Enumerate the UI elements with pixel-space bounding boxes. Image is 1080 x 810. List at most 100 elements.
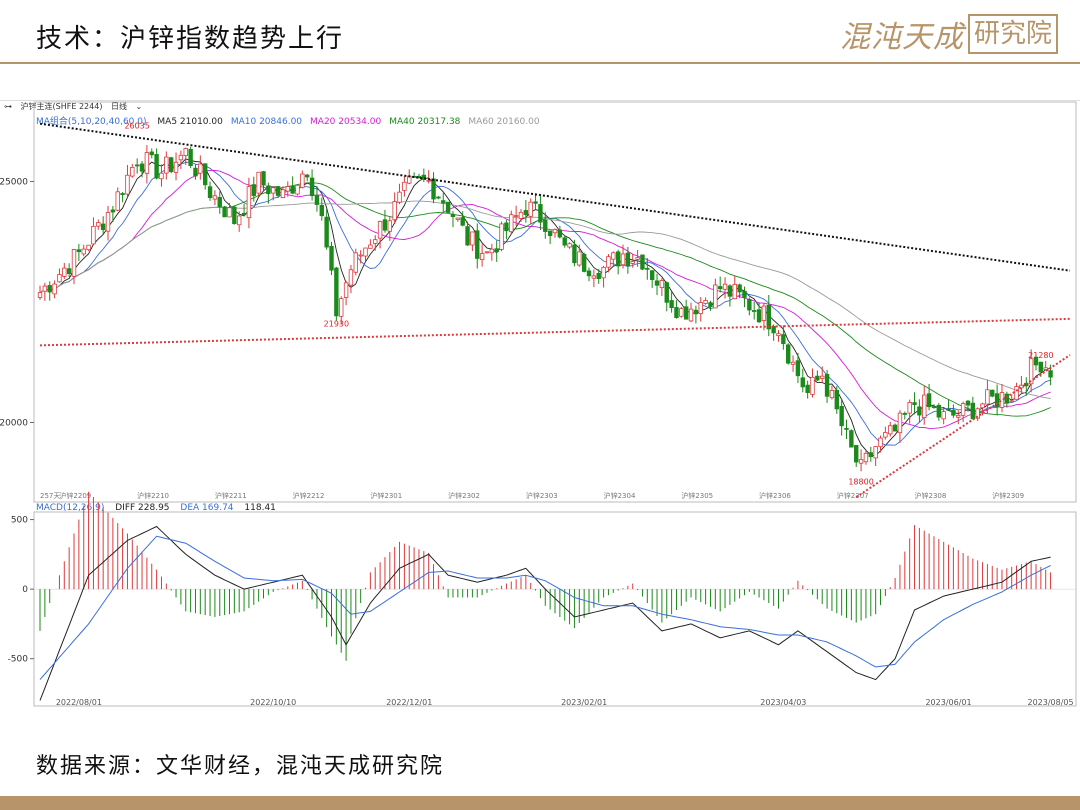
candle-down <box>849 430 854 448</box>
candle-down <box>431 178 436 200</box>
candle-up <box>236 215 242 226</box>
candle-up <box>776 333 781 337</box>
candle-down <box>640 254 645 270</box>
candle-up <box>387 220 393 232</box>
period-selector[interactable]: 日线 <box>111 102 127 111</box>
candle-down <box>547 230 553 237</box>
candle-up <box>577 251 582 266</box>
candle-up <box>96 222 101 227</box>
candle-up <box>635 257 640 260</box>
candle-down <box>1033 356 1039 366</box>
candle-down <box>795 360 801 377</box>
candle-up <box>606 256 611 268</box>
macd-legend-label[interactable]: MACD(12,26,9) <box>36 503 105 513</box>
candle-up <box>528 201 533 217</box>
candle-down <box>912 402 917 406</box>
candle-down <box>100 223 106 230</box>
candle-down <box>305 174 310 178</box>
candle-up <box>397 191 402 203</box>
candle-down <box>309 177 315 197</box>
candle-up <box>280 189 286 199</box>
candle-up <box>246 186 252 219</box>
contract-label: 沪锌2210 <box>137 491 169 500</box>
candle-up <box>144 152 150 174</box>
candle-up <box>392 201 397 221</box>
link-icon[interactable]: ⊶ <box>4 102 12 111</box>
candle-down <box>815 375 820 381</box>
price-annotation: 26035 <box>124 122 149 131</box>
candle-down <box>266 185 271 195</box>
candle-up <box>1014 386 1019 400</box>
ma-legend-item: MA40 20317.38 <box>389 117 461 127</box>
candle-up <box>829 389 835 399</box>
candle-up <box>86 244 91 251</box>
zinc-chart[interactable]: 25000 20000 500 0 -500 2022/08/01 2022/10/10 20… <box>0 100 1080 708</box>
candle-down <box>251 184 256 196</box>
chart-grid: 25000 20000 500 0 -500 2022/08/01 2022/10/10 20… <box>0 101 1077 707</box>
candle-down <box>834 390 839 410</box>
date-label: 2023/06/01 <box>925 698 971 707</box>
candle-down <box>139 163 145 172</box>
candle-up <box>975 408 980 419</box>
candle-up <box>484 251 490 254</box>
candle-up <box>620 253 626 266</box>
candle-up <box>353 252 359 273</box>
macd-diff-line <box>39 525 1051 701</box>
price-tick-label: 25000 <box>0 178 28 188</box>
candle-down <box>615 251 621 267</box>
footer-bar <box>0 796 1080 810</box>
candle-up <box>567 243 572 248</box>
candle-down <box>66 268 72 275</box>
contract-label: 沪锌2301 <box>370 491 402 500</box>
candle-down <box>683 306 689 320</box>
candle-up <box>499 223 504 250</box>
trendline <box>855 354 1071 499</box>
date-label: 2022/08/01 <box>56 698 102 707</box>
instrument-selector[interactable]: 沪锌主连(SHFE 2244) <box>20 102 103 111</box>
ma-line-5 <box>39 158 1051 457</box>
candle-up <box>810 376 815 395</box>
candle-up <box>1043 367 1048 370</box>
candle-down <box>824 373 830 397</box>
candle-up <box>173 161 179 173</box>
candle-up <box>878 437 883 448</box>
price-annotation: 21930 <box>324 319 349 328</box>
contract-label: 沪锌2303 <box>526 491 558 500</box>
candle-down <box>727 285 733 297</box>
trendlines <box>39 122 1071 499</box>
candle-down <box>994 393 1000 408</box>
chart-toolbar[interactable]: ⊶ 沪锌主连(SHFE 2244) 日线 ⌄ <box>4 101 148 112</box>
candle-up <box>62 267 67 277</box>
candle-down <box>926 393 932 408</box>
candle-down <box>854 445 859 463</box>
price-annotation: 18800 <box>848 477 873 486</box>
candle-down <box>241 212 247 216</box>
contract-label: 沪锌2307 <box>837 491 869 500</box>
candle-up <box>489 248 495 254</box>
contract-label: 沪锌2308 <box>915 491 947 500</box>
candle-up <box>91 225 96 245</box>
ma-legend-item: MA5 21010.00 <box>157 117 223 127</box>
candle-down <box>917 406 922 416</box>
candle-down <box>261 171 266 186</box>
candle-up <box>698 302 703 314</box>
candle-down <box>47 285 52 293</box>
chevron-down-icon[interactable]: ⌄ <box>135 102 143 111</box>
candle-up <box>980 403 985 409</box>
candle-up <box>52 283 57 295</box>
candle-up <box>897 412 903 434</box>
moving-average-lines <box>39 158 1051 457</box>
chart-labels: 26035 21930 21280 18800 <box>124 122 1053 487</box>
macd-tick-label: -500 <box>8 655 29 665</box>
candle-down <box>562 237 567 246</box>
ma-legend-label[interactable]: MA组合(5,10,20,40,60,0) <box>36 117 147 127</box>
candle-down <box>222 206 227 218</box>
candle-up <box>761 305 767 321</box>
candle-down <box>494 248 499 253</box>
candle-up <box>732 284 737 300</box>
candle-down <box>674 307 679 319</box>
candle-down <box>946 408 951 411</box>
candle-up <box>212 195 218 200</box>
candle-down <box>786 344 791 364</box>
candle-down <box>936 405 942 418</box>
